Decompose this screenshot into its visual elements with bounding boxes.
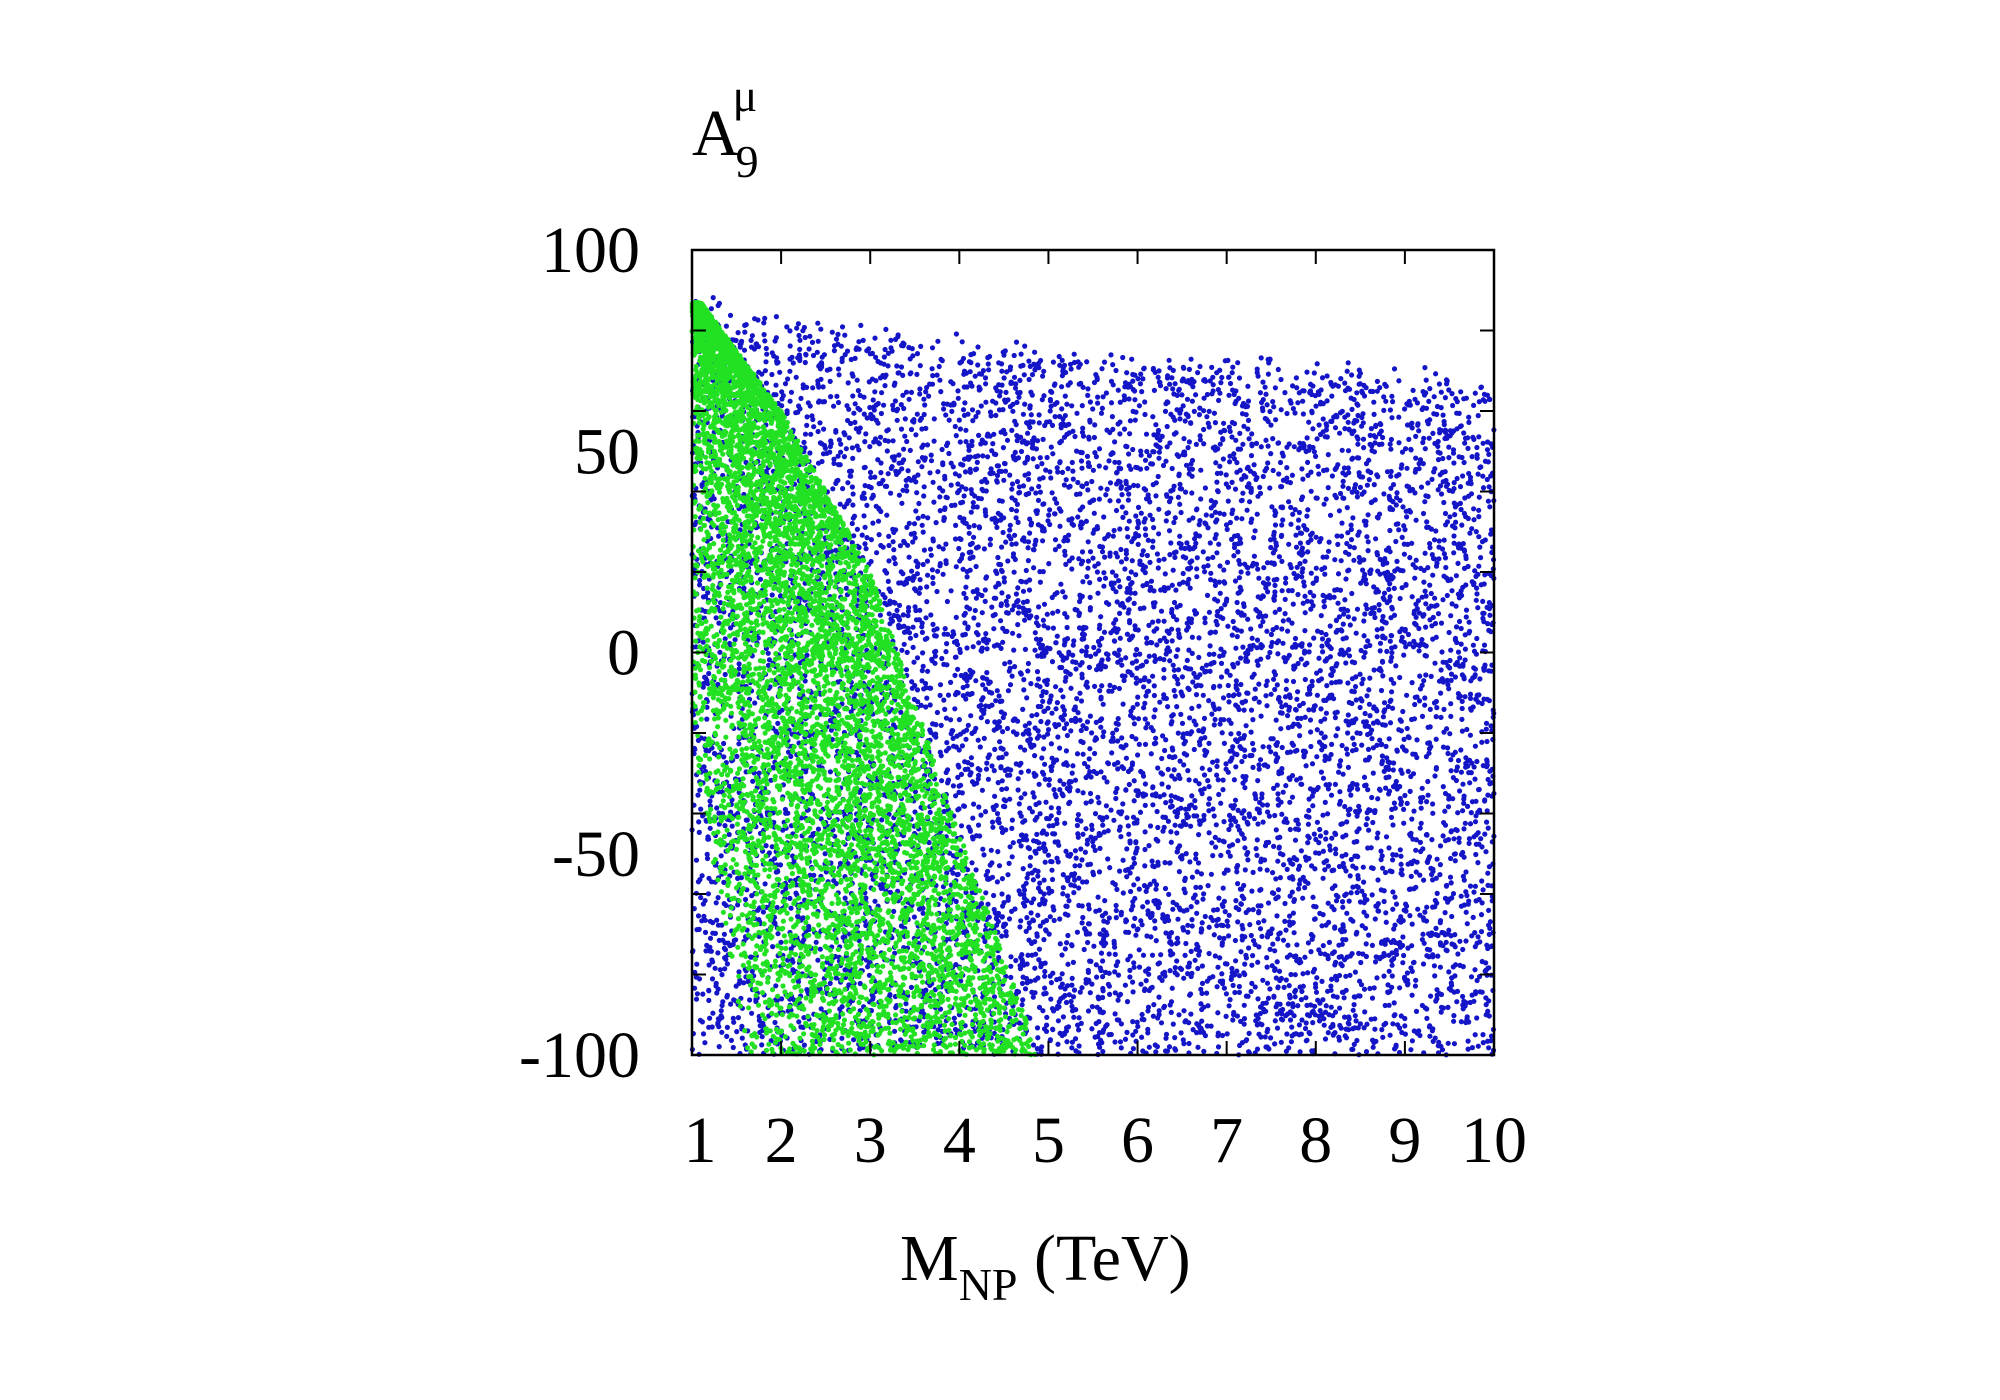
x-tick-labels: 1 2 3 4 5 6 7 8 9 10 [684,1104,1528,1177]
y-tick-label: 0 [607,617,640,690]
x-axis-title-rest: (TeV) [1018,1222,1191,1295]
y-tick-label: 50 [574,415,640,488]
y-tick-labels: 100 50 0 -50 -100 [519,214,640,1092]
x-tick-label: 7 [1210,1104,1243,1177]
y-axis-title: A9 μ [692,70,759,187]
series-green-points [689,299,1038,1058]
x-tick-label: 1 [684,1104,717,1177]
y-tick-label: -50 [552,818,640,891]
y-tick-label: -100 [519,1019,640,1092]
x-tick-label: 10 [1461,1104,1527,1177]
green-point-cloud [689,299,1038,1058]
x-tick-label: 8 [1299,1104,1332,1177]
y-axis-title-sup: μ [733,70,758,121]
x-tick-label: 9 [1388,1104,1421,1177]
axis-ticks [691,249,1495,1056]
x-axis-title-main: M [900,1222,959,1295]
y-tick-label: 100 [541,214,640,287]
y-axis-title-main: A [692,97,740,170]
x-axis-title: MNP (TeV) [900,1222,1191,1310]
x-tick-label: 4 [943,1104,976,1177]
x-tick-label: 6 [1121,1104,1154,1177]
blue-point-cloud [689,294,1497,1058]
series-blue-points [689,294,1497,1058]
x-tick-label: 2 [765,1104,798,1177]
y-axis-title-sub: 9 [736,136,759,187]
x-tick-label: 5 [1032,1104,1065,1177]
x-tick-label: 3 [854,1104,887,1177]
x-axis-title-sub: NP [959,1259,1018,1310]
